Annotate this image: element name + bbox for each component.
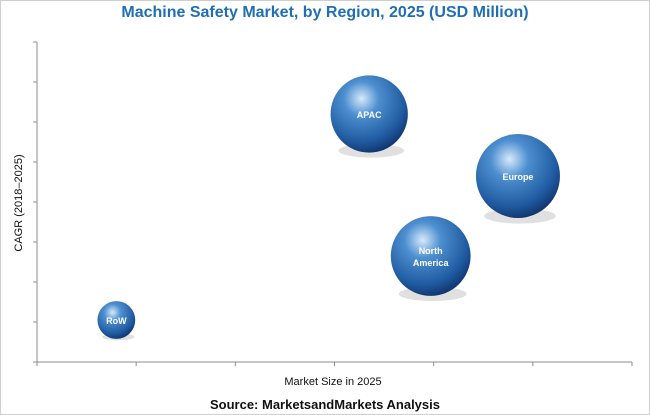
- source-note: Source: MarketsandMarkets Analysis: [209, 397, 440, 412]
- bubble-label: APAC: [357, 110, 382, 120]
- bubble-label: RoW: [106, 316, 127, 326]
- bubble-label: Europe: [502, 172, 533, 182]
- axes: [33, 41, 633, 366]
- chart-title: Machine Safety Market, by Region, 2025 (…: [121, 4, 529, 21]
- bubble-circle: [330, 75, 408, 153]
- y-axis-label: CAGR (2018–2025): [13, 154, 25, 251]
- bubble-north-america: North America: [390, 216, 471, 302]
- bubbles: APAC Europe North America RoW: [97, 75, 560, 341]
- bubble-row: RoW: [97, 301, 136, 341]
- bubble-europe: Europe: [475, 134, 560, 224]
- x-axis-label: Market Size in 2025: [284, 376, 381, 388]
- bubble-apac: APAC: [330, 75, 408, 158]
- bubble-circle: [475, 134, 560, 218]
- bubble-circle: [390, 216, 471, 296]
- bubble-circle: [97, 301, 136, 339]
- bubble-label: North America: [413, 246, 450, 268]
